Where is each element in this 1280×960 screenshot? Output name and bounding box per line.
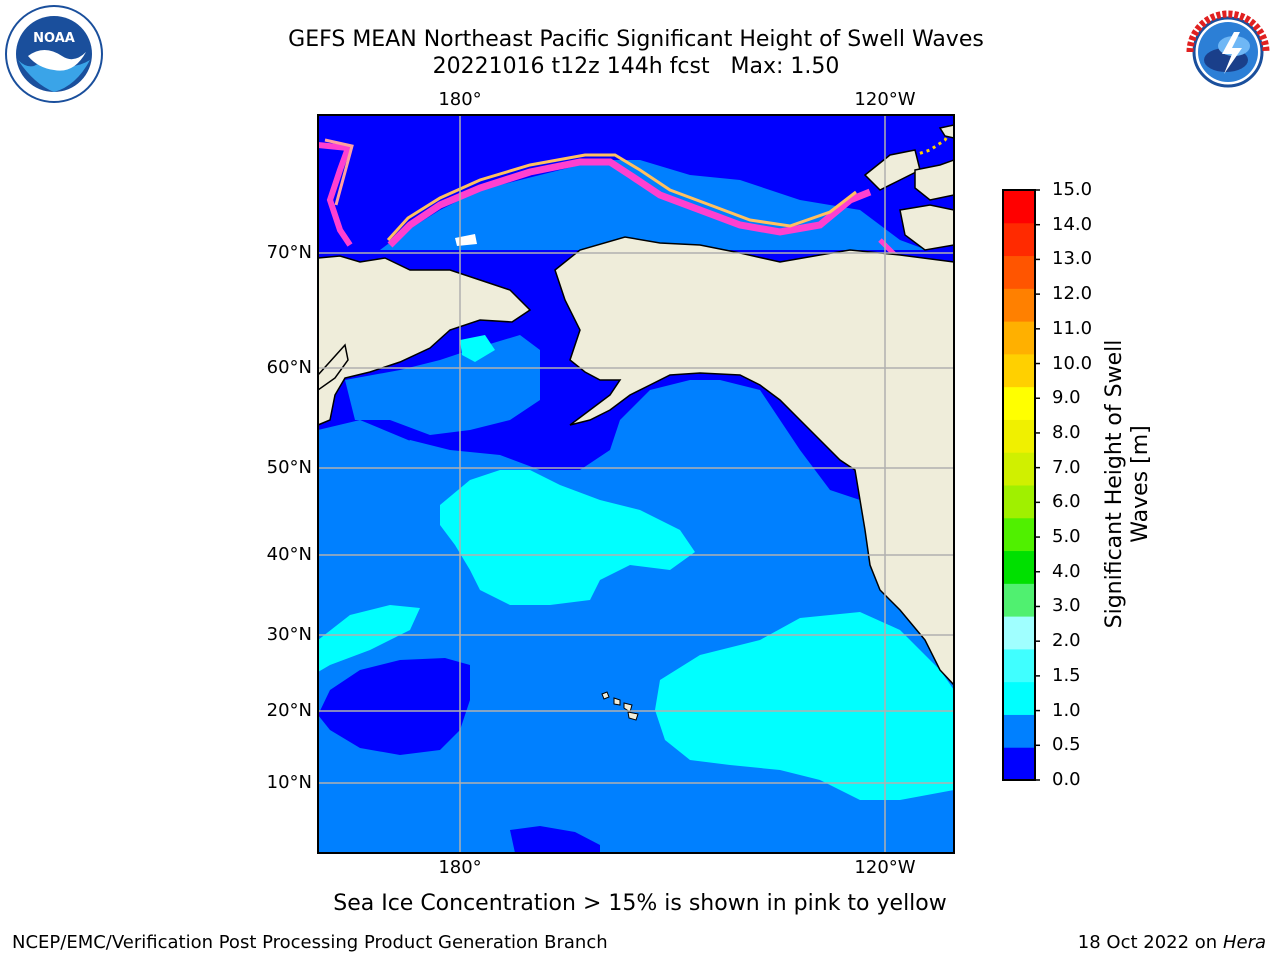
lat-label-20n: 20°N xyxy=(266,700,312,721)
sea-ice-edge xyxy=(318,142,353,247)
colorbar-tick-label: 14.0 xyxy=(1052,213,1093,235)
colorbar-tick-label: 7.0 xyxy=(1052,456,1081,478)
lon-label-top-120w: 120°W xyxy=(854,89,916,110)
colorbar-tick-label: 10.0 xyxy=(1052,352,1093,374)
low-swell-south xyxy=(510,826,600,853)
colorbar-tick-label: 6.0 xyxy=(1052,491,1081,513)
hawaii xyxy=(601,691,639,721)
lon-label-top-180: 180° xyxy=(438,89,482,110)
nws-logo xyxy=(1181,5,1275,99)
footer-date-text: 18 Oct 2022 on xyxy=(1077,932,1223,953)
mid-swell-gulf xyxy=(620,385,820,500)
colorbar-tick-label: 0.5 xyxy=(1052,734,1081,756)
colorbar-tick-label: 1.5 xyxy=(1052,664,1081,686)
colorbar-tick-label: 11.0 xyxy=(1052,317,1093,339)
land-alaska-canada xyxy=(554,236,954,687)
colorbar-segment xyxy=(1003,190,1035,224)
colorbar-segment xyxy=(1003,288,1035,322)
lat-label-30n: 30°N xyxy=(266,624,312,645)
colorbar-segment xyxy=(1003,616,1035,650)
colorbar-tick-label: 12.0 xyxy=(1052,283,1093,305)
colorbar-tick-label: 3.0 xyxy=(1052,595,1081,617)
colorbar-frame xyxy=(1002,189,1036,781)
footer-date: 18 Oct 2022 on Hera xyxy=(1078,932,1266,953)
mid-swell-aleut xyxy=(345,335,540,435)
colorbar-tick-label: 1.0 xyxy=(1052,699,1081,721)
high-swell-central xyxy=(440,470,695,605)
colorbar-segment xyxy=(1003,681,1035,715)
colorbar-tick-label: 4.0 xyxy=(1052,560,1081,582)
lat-label-40n: 40°N xyxy=(266,544,312,565)
high-swell-bering xyxy=(460,335,495,362)
colorbar-segment xyxy=(1003,747,1035,781)
lon-label-bottom-120w: 120°W xyxy=(854,857,916,878)
colorbar-title: Significant Height of Swell Waves [m] xyxy=(1102,339,1153,629)
colorbar-tick-label: 15.0 xyxy=(1052,179,1093,200)
map-subtitle: 20221016 t12z 144h fcst Max: 1.50 xyxy=(432,54,840,79)
colorbar-tick-label: 8.0 xyxy=(1052,421,1081,443)
land-siberia xyxy=(318,255,532,426)
low-swell-north xyxy=(318,115,954,260)
colorbar-segment xyxy=(1003,321,1035,355)
lat-label-50n: 50°N xyxy=(266,457,312,478)
lat-label-60n: 60°N xyxy=(266,357,312,378)
colorbar-segment xyxy=(1003,583,1035,617)
colorbar-segment xyxy=(1003,485,1035,519)
colorbar-tick-label: 2.0 xyxy=(1052,630,1081,652)
colorbar xyxy=(1002,189,1040,781)
colorbar-tick-label: 0.0 xyxy=(1052,769,1081,790)
colorbar-segment xyxy=(1003,714,1035,748)
colorbar-tick-label: 13.0 xyxy=(1052,248,1093,270)
map-title: GEFS MEAN Northeast Pacific Significant … xyxy=(288,27,984,52)
map-frame xyxy=(317,114,955,854)
lat-label-10n: 10°N xyxy=(266,772,312,793)
footer-branch: NCEP/EMC/Verification Post Processing Pr… xyxy=(12,932,608,953)
colorbar-segment xyxy=(1003,255,1035,289)
high-swell-east xyxy=(655,612,954,800)
svg-text:NOAA: NOAA xyxy=(33,31,75,46)
colorbar-segment xyxy=(1003,222,1035,257)
noaa-logo: NOAA xyxy=(5,5,103,103)
sea-ice-note: Sea Ice Concentration > 15% is shown in … xyxy=(333,891,947,916)
colorbar-segment xyxy=(1003,386,1035,420)
lat-label-70n: 70°N xyxy=(266,242,312,263)
mid-swell-nwpac xyxy=(318,420,510,530)
low-swell-westpac xyxy=(318,658,470,755)
colorbar-segment xyxy=(1003,419,1035,453)
colorbar-tick-label: 5.0 xyxy=(1052,526,1081,548)
graticule xyxy=(318,115,954,853)
high-swell-west xyxy=(318,605,420,672)
colorbar-segment xyxy=(1003,517,1035,552)
footer-host: Hera xyxy=(1222,932,1266,953)
colorbar-segment xyxy=(1003,550,1035,584)
colorbar-segment xyxy=(1003,353,1035,388)
colorbar-segment xyxy=(1003,452,1035,486)
colorbar-tick-label: 9.0 xyxy=(1052,387,1081,409)
colorbar-segment xyxy=(1003,648,1035,683)
lon-label-bottom-180: 180° xyxy=(438,857,482,878)
